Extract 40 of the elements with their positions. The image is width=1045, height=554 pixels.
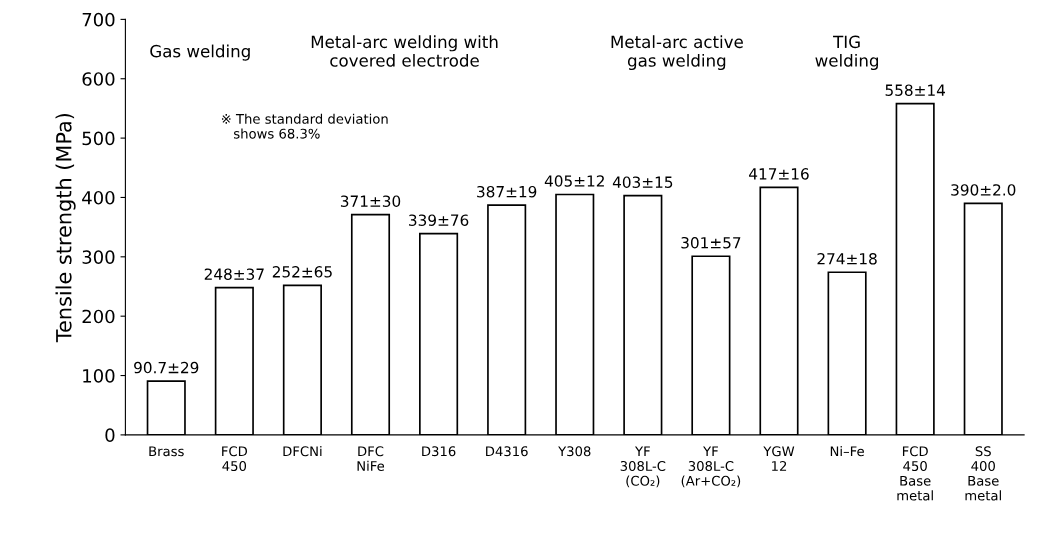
data-label: 274±18 [817, 252, 877, 265]
annotation: Gas welding [150, 44, 250, 61]
y-tick-label: 500 [82, 131, 115, 146]
x-tick-label: Y308 [558, 446, 591, 457]
x-tick-label: FCD 450 [222, 446, 248, 471]
data-label: 252±65 [272, 266, 332, 278]
x-tick-label: SS 400 Base metal [965, 446, 1001, 501]
y-tick-label: 600 [82, 72, 115, 86]
y-tick-label: 200 [82, 309, 115, 324]
x-tick-label: DFC NiFe [357, 446, 385, 471]
x-tick-label: Brass [149, 446, 184, 457]
annotation: ※ The standard deviation shows 68.3% [221, 113, 388, 139]
x-tick-label: YF 308L-C (CO₂) [620, 446, 666, 488]
annotation: Metal-arc active gas welding [611, 35, 743, 71]
data-label: 371±30 [340, 195, 401, 207]
x-tick-label: D316 [422, 446, 456, 457]
data-label: 390±2.0 [951, 184, 1016, 196]
annotation: Metal-arc welding with covered electrode [311, 35, 498, 67]
data-label: 90.7±29 [134, 361, 199, 374]
x-tick-label: Ni–Fe [830, 446, 864, 457]
y-tick-label: 700 [82, 12, 115, 27]
data-label: 301±57 [681, 236, 741, 249]
x-tick-label: FCD 450 Base metal [897, 446, 933, 501]
y-tick-label: 100 [83, 368, 115, 383]
data-label: 403±15 [612, 176, 673, 188]
x-tick-label: YGW 12 [763, 446, 795, 471]
data-label: 387±19 [477, 185, 537, 198]
data-label: 339±76 [409, 214, 469, 226]
y-tick-label: 400 [82, 190, 115, 205]
annotation: TIG welding [815, 35, 878, 71]
x-tick-label: D4316 [486, 446, 528, 457]
data-label: 417±16 [749, 168, 809, 180]
y-axis-title: Tensile strength (MPa) [55, 113, 76, 343]
x-tick-label: DFCNi [283, 446, 322, 457]
data-label: 248±37 [204, 268, 264, 280]
y-tick-label: 0 [105, 428, 115, 443]
data-label: 405±12 [544, 175, 604, 187]
data-label: 558±14 [885, 84, 946, 96]
x-tick-label: YF 308L-C (Ar+CO₂) [681, 446, 741, 488]
y-tick-label: 300 [82, 250, 115, 264]
